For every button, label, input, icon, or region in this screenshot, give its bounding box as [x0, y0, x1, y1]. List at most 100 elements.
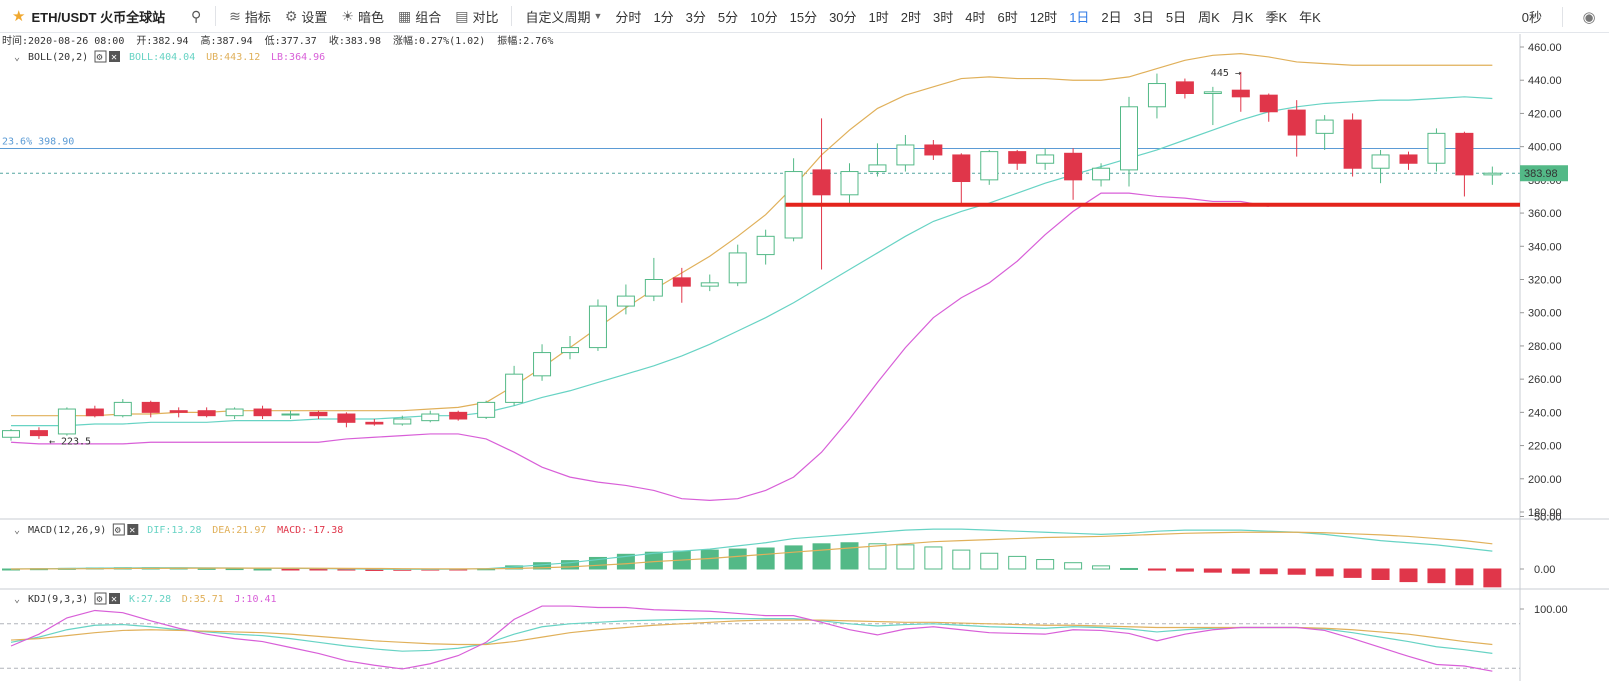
period-tab-11[interactable]: 6时 — [997, 9, 1018, 25]
ohlc-info-item-0: 时间:2020-08-26 08:00 — [2, 34, 124, 47]
macd-legend-value-2: MACD:-17.38 — [277, 525, 343, 536]
price-tick-label-0: 180.00 — [1528, 507, 1562, 519]
macd-hist-bar-35 — [980, 552, 999, 570]
candle-body-32 — [896, 144, 915, 166]
macd-hist-bar-25 — [700, 549, 719, 570]
candle-body-9 — [253, 408, 272, 417]
macd-hist-bar-27 — [756, 547, 775, 570]
boll-lower-line — [10, 192, 1269, 501]
price-tick-label-3: 240.00 — [1528, 407, 1562, 419]
candle-body-48 — [1343, 119, 1362, 169]
candle-body-47 — [1315, 119, 1334, 134]
fib-label: 23.6% 398.90 — [2, 136, 74, 147]
candle-body-5 — [141, 401, 160, 413]
boll-close-glyph: ✕ — [111, 52, 117, 63]
period-tab-1[interactable]: 1分 — [653, 9, 674, 25]
macd-hist-bar-36 — [1008, 555, 1027, 570]
candle-body-19 — [533, 352, 552, 377]
symbol-selector[interactable]: ★ ETH/USDT 火币全球站 — [0, 0, 173, 33]
favorite-star-icon[interactable]: ★ — [12, 8, 26, 25]
candle-body-50 — [1399, 154, 1418, 164]
kdj-legend-value-1: D:35.71 — [182, 594, 224, 605]
period-tab-10[interactable]: 4时 — [965, 9, 986, 25]
macd-hist-bar-42 — [1175, 568, 1194, 572]
layout-label: 组合 — [415, 9, 442, 25]
macd-hist-bar-43 — [1203, 568, 1222, 573]
layout-button[interactable]: ▦ 组合 — [391, 0, 448, 33]
price-tick-label-4: 260.00 — [1528, 374, 1562, 386]
period-tab-8[interactable]: 2时 — [900, 9, 922, 25]
macd-tick-label-1: 0.00 — [1534, 564, 1555, 576]
candle-body-2 — [57, 408, 76, 435]
period-tab-13[interactable]: 1日 — [1069, 9, 1090, 25]
boll-close-icon — [109, 51, 120, 62]
countdown-seconds: 0秒 — [1521, 10, 1542, 25]
kdj-settings-glyph: ⚙ — [96, 594, 103, 605]
toolbar-divider — [215, 6, 217, 26]
period-tab-0[interactable]: 分时 — [615, 9, 642, 25]
macd-hist-bar-33 — [924, 546, 943, 570]
macd-hist-bar-21 — [588, 556, 607, 570]
period-tab-3[interactable]: 5分 — [717, 9, 739, 25]
candle-body-4 — [113, 401, 132, 417]
macd-hist-bar-53 — [1483, 568, 1502, 588]
candle-body-13 — [365, 421, 384, 425]
boll-mid-line — [11, 96, 1493, 427]
indicator-button[interactable]: ≋ 指标 — [222, 0, 278, 33]
macd-hist-bar-50 — [1399, 568, 1418, 583]
camera-icon[interactable]: ◉ — [1582, 8, 1596, 26]
candle-body-26 — [728, 252, 747, 284]
candles — [2, 71, 1502, 441]
search-icon[interactable]: ⚲ — [190, 7, 202, 24]
custom-period-dropdown[interactable]: 自定义周期 ▼ — [518, 0, 609, 33]
kdj-legend-value-2: J:10.41 — [234, 594, 276, 605]
period-tab-17[interactable]: 周K — [1198, 9, 1220, 25]
kdj-j-line — [10, 605, 1493, 672]
period-tab-14[interactable]: 2日 — [1101, 9, 1122, 25]
macd-hist-bar-45 — [1259, 568, 1278, 575]
macd-hist-bar-41 — [1147, 568, 1166, 571]
period-tab-19[interactable]: 季K — [1265, 9, 1288, 25]
dark-mode-button[interactable]: ☀ 暗色 — [334, 0, 391, 33]
period-tab-12[interactable]: 12时 — [1029, 9, 1058, 25]
period-tab-4[interactable]: 10分 — [750, 9, 778, 25]
chart-area[interactable]: 180.00 200.00 220.00 240.00 260.00 280.00 300.… — [0, 34, 1609, 681]
candle-body-1 — [29, 430, 48, 437]
period-tab-2[interactable]: 3分 — [685, 9, 706, 25]
macd-hist-bar-22 — [616, 553, 635, 570]
candle-body-14 — [393, 418, 412, 425]
price-tick-label-11: 400.00 — [1528, 142, 1562, 154]
period-tab-5[interactable]: 15分 — [789, 9, 818, 25]
boll-legend-value-2: LB:364.96 — [271, 52, 325, 63]
macd-legend-value-1: DEA:21.97 — [212, 525, 266, 536]
candle-body-34 — [952, 154, 971, 183]
period-tab-15[interactable]: 3日 — [1133, 9, 1154, 25]
settings-button[interactable]: ⚙ 设置 — [278, 0, 335, 33]
candle-body-29 — [812, 169, 831, 196]
macd-hist-bar-23 — [644, 551, 663, 570]
period-tab-18[interactable]: 月K — [1231, 9, 1254, 25]
candle-body-36 — [1008, 151, 1027, 164]
candle-body-37 — [1036, 154, 1055, 164]
period-tabs: 分时 1分 3分 5分 10分 15分 30分 1时 2时 3时 4时 6时 12时 1日 2日 3日 5日 周K… — [609, 0, 1326, 33]
candle-body-3 — [85, 408, 104, 417]
ohlc-info-item-5: 涨幅:0.27%(1.02) — [393, 34, 485, 47]
macd-hist-bar-26 — [728, 548, 747, 570]
kdj-tick-label-0: 100.00 — [1534, 604, 1568, 616]
macd-hist-bar-40 — [1120, 567, 1138, 570]
toolbar-divider — [511, 6, 513, 26]
low-price-marker: ← 223.5 — [49, 437, 91, 448]
boll-legend-value-0: BOLL:404.04 — [129, 52, 195, 63]
macd-hist-bar-47 — [1315, 568, 1334, 577]
compare-button[interactable]: ▤ 对比 — [448, 0, 505, 33]
candle-body-6 — [169, 410, 188, 413]
period-tab-16[interactable]: 5日 — [1165, 9, 1187, 25]
macd-hist-bar-20 — [561, 560, 579, 570]
period-tab-7[interactable]: 1时 — [868, 9, 889, 25]
macd-legend-value-0: DIF:13.28 — [147, 525, 201, 536]
candle-body-17 — [477, 401, 496, 418]
period-tab-9[interactable]: 3时 — [933, 9, 954, 25]
period-tab-20[interactable]: 年K — [1299, 9, 1321, 25]
macd-settings-glyph: ⚙ — [114, 525, 121, 536]
period-tab-6[interactable]: 30分 — [829, 9, 857, 25]
